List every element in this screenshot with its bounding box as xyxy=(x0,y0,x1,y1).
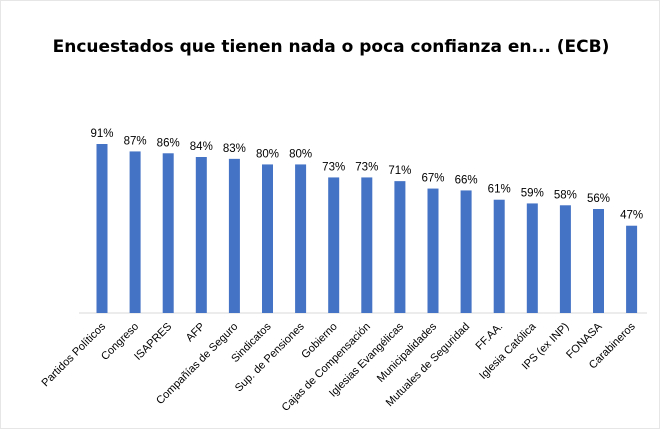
bar xyxy=(262,164,273,313)
bar xyxy=(626,225,638,313)
data-label: 66% xyxy=(455,174,478,186)
bar xyxy=(361,177,373,313)
bar xyxy=(328,177,340,313)
data-label: 73% xyxy=(355,161,378,173)
chart-title: Encuestados que tienen nada o poca confi… xyxy=(52,37,610,57)
bar xyxy=(427,188,439,313)
bar xyxy=(228,158,240,313)
data-label: 61% xyxy=(488,184,511,196)
bar xyxy=(129,151,141,313)
data-label: 47% xyxy=(620,210,643,222)
data-label: 80% xyxy=(289,148,312,160)
bar xyxy=(593,209,604,313)
data-label: 71% xyxy=(388,165,411,177)
bar xyxy=(394,181,406,313)
data-label: 67% xyxy=(421,173,444,185)
data-label: 84% xyxy=(190,141,213,153)
data-label: 59% xyxy=(521,187,544,199)
bar xyxy=(96,144,108,313)
data-label: 91% xyxy=(90,128,113,140)
data-label: 56% xyxy=(587,193,610,205)
data-label: 58% xyxy=(554,189,577,201)
bar xyxy=(559,205,571,313)
x-tick-label: AFP xyxy=(184,321,208,345)
x-tick-label: Municipalidades xyxy=(375,320,440,385)
data-label: 80% xyxy=(256,148,279,160)
bar xyxy=(195,157,207,313)
data-label: 86% xyxy=(157,137,180,149)
x-tick-label: Iglesia Católica xyxy=(477,320,539,382)
data-label: 83% xyxy=(223,143,246,155)
bar xyxy=(493,199,505,313)
data-label: 73% xyxy=(322,161,345,173)
x-tick-label: FF.AA. xyxy=(473,321,505,353)
bar xyxy=(526,203,538,313)
bar xyxy=(295,164,307,313)
data-label: 87% xyxy=(124,135,147,147)
bar xyxy=(162,153,174,313)
bar xyxy=(460,190,472,313)
